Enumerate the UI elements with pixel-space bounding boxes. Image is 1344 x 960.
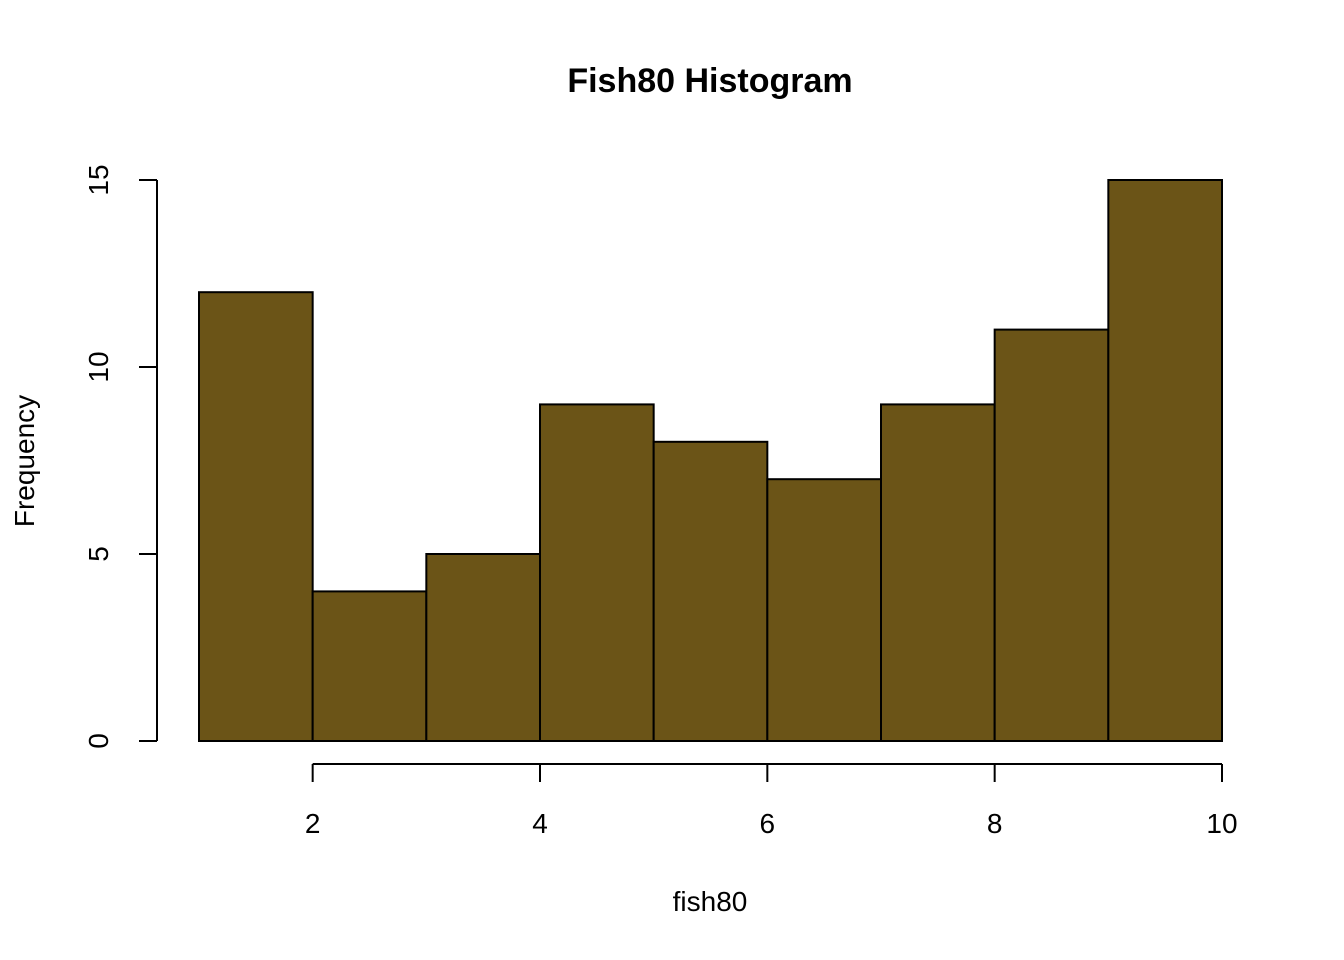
y-tick-label: 10 — [83, 351, 114, 382]
x-axis: 2 4 6 8 10 — [305, 763, 1238, 839]
chart-title: Fish80 Histogram — [567, 62, 852, 100]
x-axis-label: fish80 — [673, 886, 748, 917]
histogram-bar — [766, 478, 882, 742]
histogram-bar — [1107, 179, 1224, 742]
y-tick-label: 5 — [83, 546, 114, 562]
y-axis: 0 5 10 15 — [83, 164, 158, 749]
x-tick-label: 2 — [305, 808, 321, 839]
histogram-bar — [311, 590, 428, 743]
x-tick-label: 8 — [987, 808, 1003, 839]
histogram-bar — [652, 440, 769, 742]
histogram-bar — [880, 403, 996, 742]
x-tick-label: 10 — [1206, 808, 1237, 839]
y-tick-label: 15 — [83, 164, 114, 195]
histogram-bar — [993, 328, 1110, 742]
bars-group — [198, 179, 1224, 743]
x-tick-label: 6 — [760, 808, 776, 839]
y-tick-label: 0 — [83, 733, 114, 749]
histogram-bar — [539, 403, 655, 742]
histogram-bar — [425, 553, 542, 742]
histogram-bar — [198, 291, 314, 742]
x-tick-label: 4 — [532, 808, 548, 839]
y-axis-label: Frequency — [9, 395, 40, 527]
